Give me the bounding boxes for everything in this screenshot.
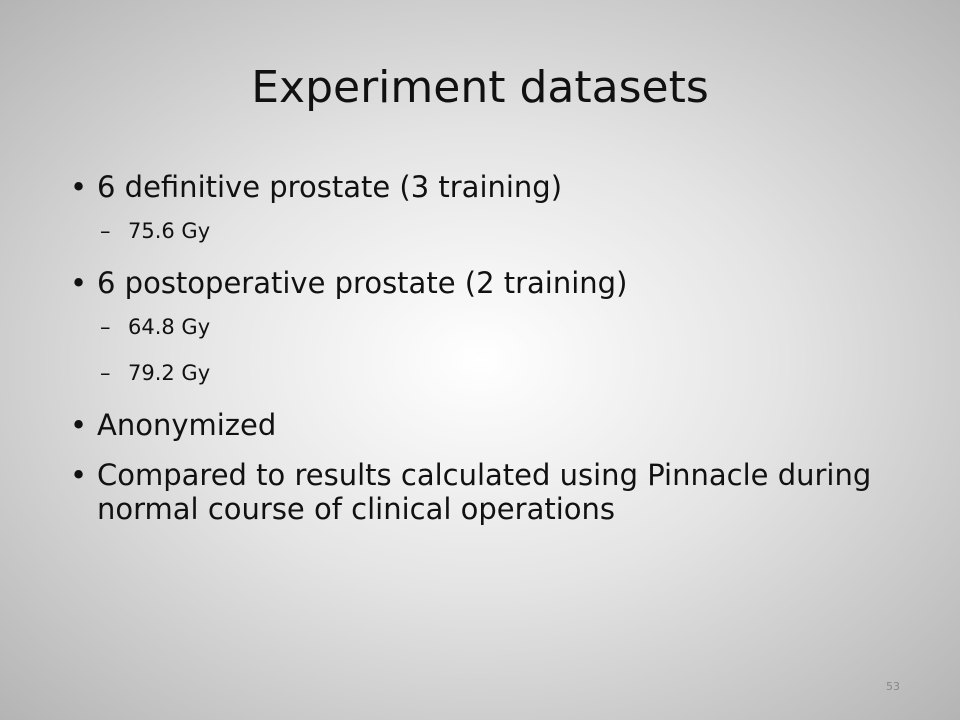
bullet-list: 6 definitive prostate (3 training) 75.6 G… xyxy=(70,170,890,542)
sub-bullet: 79.2 Gy xyxy=(70,360,890,386)
bullet: Compared to results calculated using Pin… xyxy=(70,458,890,526)
page-number: 53 xyxy=(886,680,900,693)
bullet: 6 postoperative prostate (2 training) xyxy=(70,266,890,300)
slide-title: Experiment datasets xyxy=(251,62,709,113)
sub-bullet: 75.6 Gy xyxy=(70,218,890,244)
bullet: 6 definitive prostate (3 training) xyxy=(70,170,890,204)
sub-bullet: 64.8 Gy xyxy=(70,314,890,340)
bullet: Anonymized xyxy=(70,408,890,442)
